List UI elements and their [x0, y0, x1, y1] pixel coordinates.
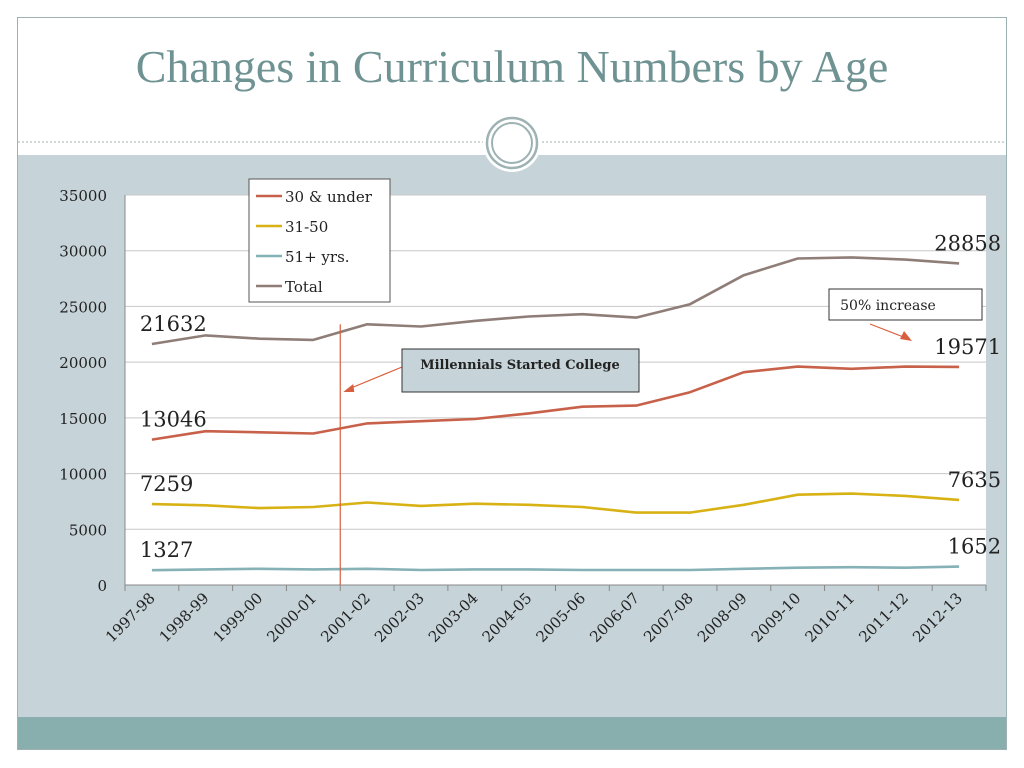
legend-entry: Total — [285, 278, 323, 296]
series-line-total — [151, 256, 960, 346]
y-tick-label: 20000 — [59, 354, 107, 372]
series-line-51-yrs- — [151, 565, 960, 572]
y-tick-label: 0 — [97, 577, 107, 595]
increase-callout-text: 50% increase — [840, 298, 936, 314]
y-tick-label: 25000 — [59, 298, 107, 316]
legend-entry: 51+ yrs. — [285, 248, 350, 266]
data-label-end: 28858 — [934, 231, 1001, 255]
millennials-callout-box — [401, 348, 640, 393]
series-line-31-50 — [151, 492, 960, 514]
series-line-30-under — [151, 365, 960, 441]
y-tick-label: 10000 — [59, 466, 107, 484]
y-tick-label: 30000 — [59, 243, 107, 261]
increase-callout-arrow — [869, 323, 907, 339]
increase-callout-box — [828, 288, 983, 321]
data-label-end: 7635 — [948, 468, 1001, 492]
divider-ornament-ring — [485, 116, 539, 170]
y-tick-label: 15000 — [59, 410, 107, 428]
data-label-end: 1652 — [948, 535, 1001, 559]
y-tick-label: 5000 — [69, 521, 107, 539]
footer-band — [18, 717, 1006, 749]
millennials-callout-text: Millennials Started College — [420, 358, 620, 373]
data-label-start: 13046 — [140, 408, 207, 432]
legend-box — [248, 178, 391, 303]
millennials-arrowhead — [343, 384, 355, 392]
data-label-end: 19571 — [934, 335, 1001, 359]
millennials-callout-arrow — [346, 366, 403, 391]
increase-arrowhead — [900, 331, 912, 341]
data-label-start: 7259 — [140, 472, 193, 496]
data-label-start: 1327 — [140, 538, 193, 562]
y-tick-label: 35000 — [59, 187, 107, 205]
slide-title: Changes in Curriculum Numbers by Age — [135, 41, 889, 92]
divider-ornament-inner — [491, 122, 533, 164]
legend-entry: 30 & under — [285, 188, 373, 206]
legend-entry: 31-50 — [285, 218, 328, 236]
data-label-start: 21632 — [140, 312, 207, 336]
